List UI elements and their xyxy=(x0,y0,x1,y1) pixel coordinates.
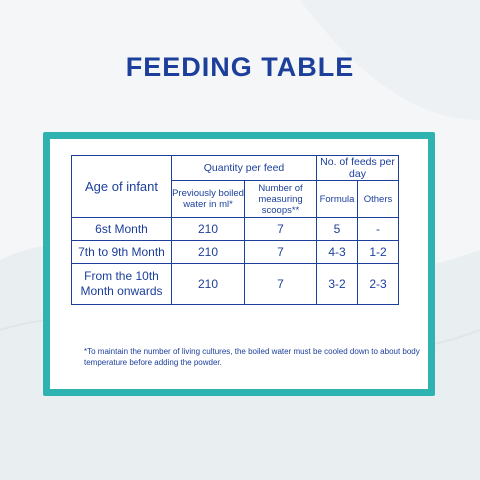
water-cell: 210 xyxy=(171,263,245,305)
feeds-per-day-header: No. of feeds per day xyxy=(316,155,399,181)
footnote: *To maintain the number of living cultur… xyxy=(84,347,420,367)
quantity-per-feed-header: Quantity per feed xyxy=(171,155,317,181)
table-row: From the 10th Month onwards 210 7 3-2 2-… xyxy=(71,263,399,305)
feeding-table: Age of infant Quantity per feed No. of f… xyxy=(71,155,399,305)
age-cell: From the 10th Month onwards xyxy=(71,263,172,305)
page-title: FEEDING TABLE xyxy=(125,52,355,82)
others-header: Others xyxy=(357,180,399,218)
feeding-table-panel: Age of infant Quantity per feed No. of f… xyxy=(43,132,435,396)
formula-cell: 4-3 xyxy=(316,240,358,264)
water-cell: 210 xyxy=(171,217,245,241)
others-cell: - xyxy=(357,217,399,241)
measuring-scoops-header: Number of measuring scoops** xyxy=(244,180,317,218)
age-of-infant-header: Age of infant xyxy=(71,155,172,218)
water-cell: 210 xyxy=(171,240,245,264)
scoops-cell: 7 xyxy=(244,240,317,264)
scoops-cell: 7 xyxy=(244,217,317,241)
formula-cell: 3-2 xyxy=(316,263,358,305)
boiled-water-header: Previously boiled water in ml* xyxy=(171,180,245,218)
others-cell: 2-3 xyxy=(357,263,399,305)
others-cell: 1-2 xyxy=(357,240,399,264)
table-row: 6st Month 210 7 5 - xyxy=(71,217,399,241)
age-cell: 7th to 9th Month xyxy=(71,240,172,264)
formula-cell: 5 xyxy=(316,217,358,241)
scoops-cell: 7 xyxy=(244,263,317,305)
formula-header: Formula xyxy=(316,180,358,218)
table-row: 7th to 9th Month 210 7 4-3 1-2 xyxy=(71,240,399,264)
age-cell: 6st Month xyxy=(71,217,172,241)
